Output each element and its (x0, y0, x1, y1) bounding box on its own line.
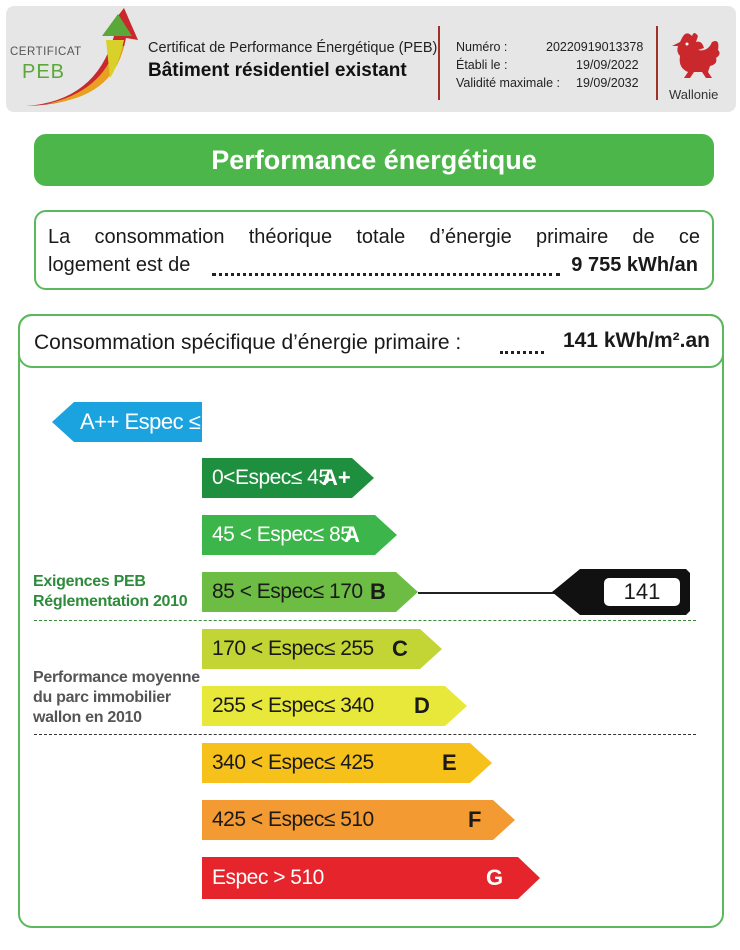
energy-class-c: 170 < Espec≤ 255 C (202, 629, 442, 669)
certificate-subtitle: Bâtiment résidentiel existant (148, 60, 407, 81)
energy-class-f: 425 < Espec≤ 510 F (202, 800, 515, 840)
peb-requirements-label: Exigences PEB Réglementation 2010 (33, 572, 188, 612)
meta-label: Validité maximale : (456, 76, 560, 90)
section-title: Performance énergétique (34, 134, 714, 186)
pointer-line (418, 592, 568, 594)
average-performance-line2: du parc immobilier (33, 689, 171, 706)
arrow-right-shape (202, 686, 467, 726)
energy-class-letter: A+ (322, 465, 351, 490)
peb-requirements-divider (34, 620, 696, 621)
region-name: Wallonie (669, 87, 719, 102)
energy-class-range: 425 < Espec≤ 510 (212, 808, 374, 831)
total-consumption-value: 9 755 kWh/an (571, 254, 698, 276)
energy-class-g: Espec > 510 G (202, 857, 540, 899)
header-divider (438, 26, 440, 100)
energy-class-letter: B (370, 579, 386, 604)
energy-class-range: 85 < Espec≤ 170 (212, 580, 363, 603)
specific-consumption-value: 141 kWh/m².an (562, 329, 710, 352)
energy-class-d: 255 < Espec≤ 340 D (202, 686, 467, 726)
arrow-right-shape (202, 743, 492, 783)
peb-requirements-line2: Réglementation 2010 (33, 593, 188, 610)
energy-class-range: 170 < Espec≤ 255 (212, 637, 374, 660)
energy-class-range: 45 < Espec≤ 85 (212, 523, 352, 546)
energy-class-a-plus: 0<Espec≤ 45 A+ (202, 458, 374, 498)
specific-consumption-label: Consommation spécifique d’énergie primai… (34, 331, 462, 354)
energy-class-e: 340 < Espec≤ 425 E (202, 743, 492, 783)
meta-label: Établi le : (456, 58, 508, 72)
energy-class-range: 340 < Espec≤ 425 (212, 751, 374, 774)
arrow-right-shape (202, 515, 397, 555)
energy-class-letter: E (442, 750, 457, 775)
energy-class-a: 45 < Espec≤ 85 A (202, 515, 397, 555)
arrow-right-shape (202, 458, 374, 498)
consumption-text-line2: logement est de (48, 254, 191, 276)
energy-class-b: 85 < Espec≤ 170 B (202, 572, 418, 612)
header: CERTIFICAT PEB Certificat de Performance… (6, 6, 736, 112)
energy-class-letter: C (392, 636, 408, 661)
energy-class-app: A++ Espec ≤ 0 (52, 402, 218, 442)
meta-value: 20220919013378 (546, 40, 644, 54)
wallonia-rooster-icon (672, 33, 720, 78)
average-performance-label: Performance moyenne du parc immobilier w… (33, 668, 200, 728)
certificate-title: Certificat de Performance Énergétique (P… (148, 40, 438, 56)
building-score-value: 141 (604, 578, 680, 606)
arrow-right-shape (202, 857, 540, 899)
total-consumption-box: La consommation théorique totale d’énerg… (34, 210, 714, 290)
dotted-leader (500, 334, 544, 354)
arrow-right-shape (202, 629, 442, 669)
energy-class-range: A++ Espec ≤ 0 (80, 409, 218, 434)
header-divider (656, 26, 658, 100)
logo-peb-text: PEB (22, 61, 66, 83)
consumption-text-line1: La consommation théorique totale d’énerg… (48, 226, 700, 248)
specific-consumption-box: Consommation spécifique d’énergie primai… (18, 314, 724, 368)
peb-arrow-icon (26, 8, 138, 106)
meta-value: 19/09/2022 (576, 58, 639, 72)
dotted-leader (212, 256, 560, 276)
peb-logo: CERTIFICAT PEB (6, 6, 146, 112)
energy-class-letter: D (414, 693, 430, 718)
peb-requirements-line1: Exigences PEB (33, 573, 146, 590)
energy-class-letter: G (486, 865, 504, 890)
energy-class-letter: F (468, 807, 482, 832)
energy-class-letter: A (344, 522, 360, 547)
energy-class-range: 0<Espec≤ 45 (212, 466, 330, 489)
energy-class-range: Espec > 510 (212, 866, 324, 889)
logo-text: CERTIFICAT (10, 46, 82, 58)
meta-value: 19/09/2032 (576, 76, 639, 90)
average-performance-line1: Performance moyenne (33, 669, 200, 686)
arrow-left-shape (52, 402, 202, 442)
arrow-right-shape (202, 572, 418, 612)
average-performance-line3: wallon en 2010 (33, 709, 142, 726)
arrow-right-shape (202, 800, 515, 840)
average-performance-divider (34, 734, 696, 735)
energy-class-range: 255 < Espec≤ 340 (212, 694, 374, 717)
meta-label: Numéro : (456, 40, 508, 54)
